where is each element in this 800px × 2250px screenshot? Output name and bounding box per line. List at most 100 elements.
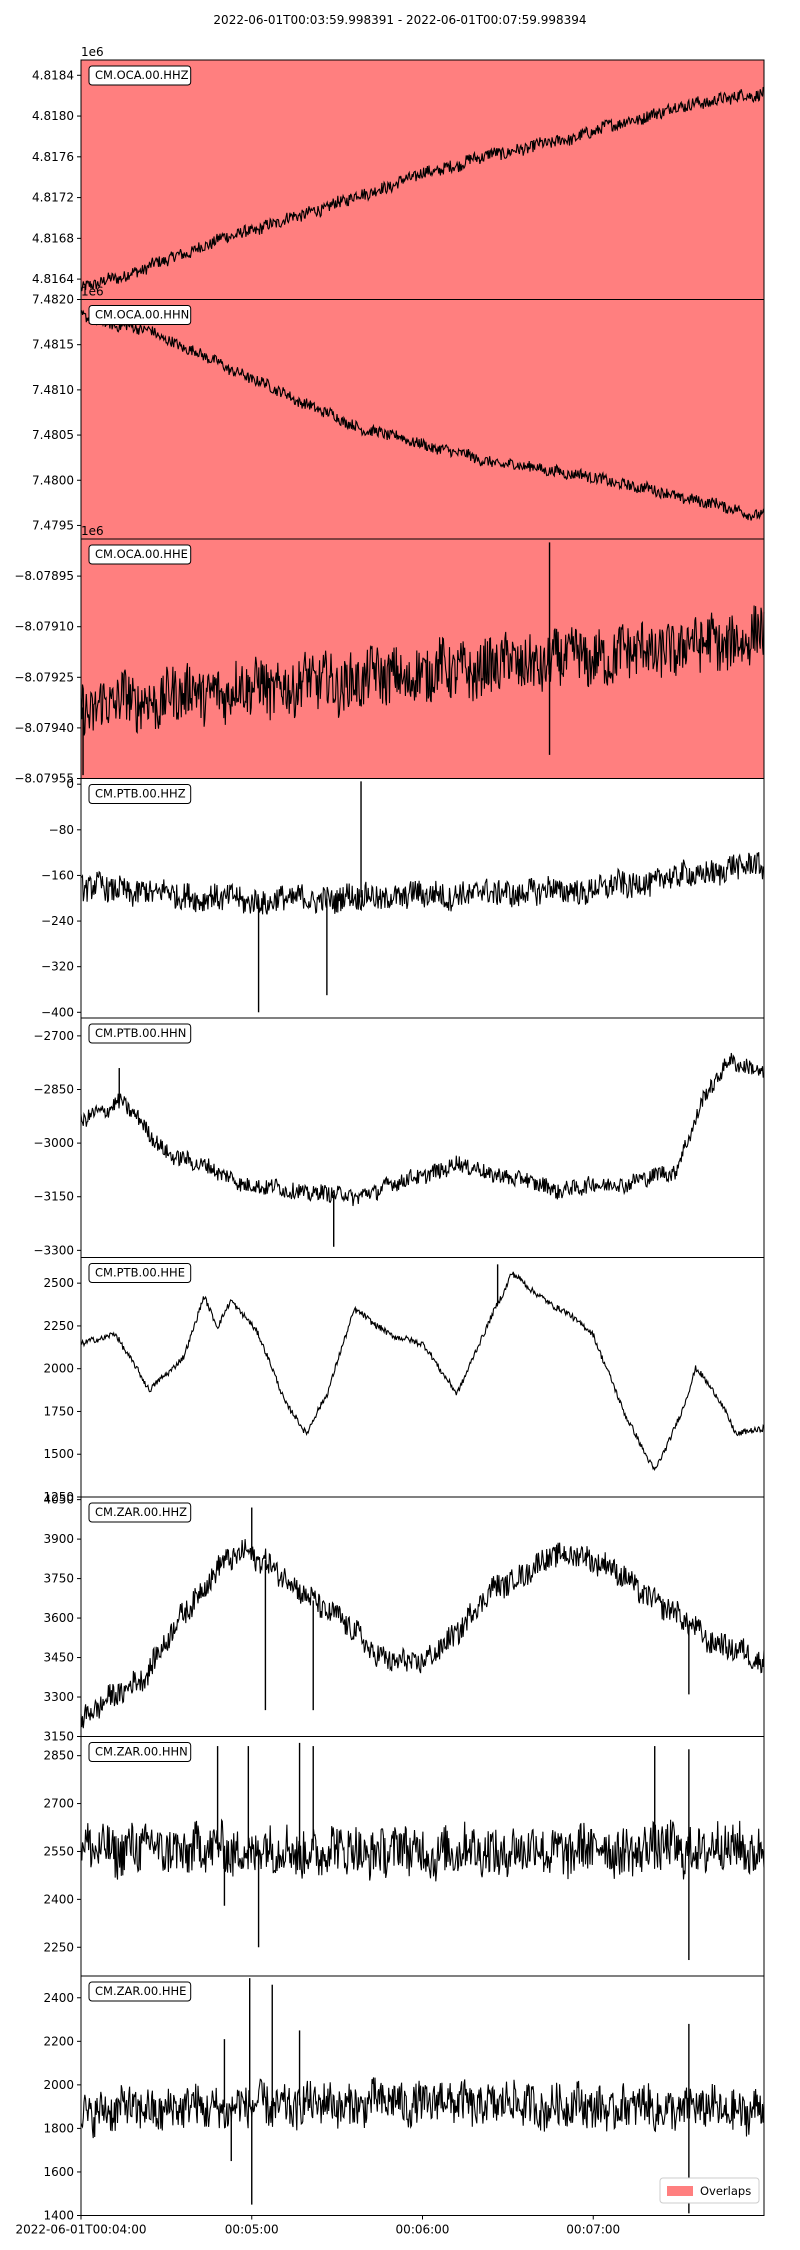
y-offset-label: 1e6 <box>81 524 104 538</box>
y-tick-label: 2250 <box>43 1319 74 1333</box>
station-label-box <box>88 1981 192 2002</box>
trace-panel: 3150 3300 3450 3600 3750 3900 4050 CM.ZAR.00.HH… <box>43 1493 765 1744</box>
y-tick-label: −8.07895 <box>14 569 74 583</box>
y-tick-label: 7.4795 <box>32 518 74 532</box>
y-tick-label: 1800 <box>43 2121 74 2135</box>
y-tick-label: −3000 <box>33 1136 74 1150</box>
trace-panel: 1400 1600 1800 2000 2200 2400 CM.ZAR.00.HHE <box>43 1975 765 2223</box>
y-tick-label: −2700 <box>33 1029 74 1043</box>
panel-frame <box>80 1017 765 1258</box>
overlap-region <box>81 60 764 300</box>
station-label-box <box>88 1742 192 1762</box>
waveform <box>80 309 765 521</box>
trace-panel: 2250 2400 2550 2700 2850 CM.ZAR.00.HHN <box>43 1736 765 1977</box>
trace-panel: 1250 1500 1750 2000 2250 2500 CM.PTB.00.HHE <box>43 1257 765 1504</box>
y-tick-label: −8.07925 <box>14 670 74 684</box>
y-tick-label: 0 <box>66 777 74 791</box>
y-tick-label: 4050 <box>43 1493 74 1507</box>
y-tick-label: 3900 <box>43 1532 74 1546</box>
station-label: CM.OCA.00.HHE <box>95 547 188 561</box>
y-tick-label: 2700 <box>43 1797 74 1811</box>
station-label: CM.OCA.00.HHZ <box>95 68 189 82</box>
trace-panel: 4.8164 4.8168 4.8172 4.8176 4.8180 4.8184 1e6 C… <box>32 45 765 300</box>
y-tick-label: −160 <box>41 868 74 882</box>
station-label: CM.PTB.00.HHE <box>95 1266 185 1280</box>
station-label: CM.PTB.00.HHZ <box>95 787 186 801</box>
waveform <box>80 605 765 736</box>
y-tick-label: 7.4805 <box>32 428 74 442</box>
trace-panel: 7.4795 7.4800 7.4805 7.4810 7.4815 7.4820 1e6 C… <box>32 285 765 540</box>
y-tick-label: −80 <box>49 823 74 837</box>
y-tick-label: 1750 <box>43 1404 74 1418</box>
y-tick-label: 3600 <box>43 1611 74 1625</box>
station-label: CM.OCA.00.HHN <box>95 308 189 322</box>
y-tick-label: 7.4800 <box>32 473 74 487</box>
legend-swatch <box>667 2186 693 2196</box>
x-tick-label: 00:05:00 <box>225 2223 279 2237</box>
y-tick-label: −8.07955 <box>14 772 74 786</box>
y-tick-label: 2850 <box>43 1749 74 1763</box>
y-tick-label: 7.4815 <box>32 338 74 352</box>
y-tick-label: 4.8172 <box>32 191 74 205</box>
station-label: CM.ZAR.00.HHE <box>95 1984 186 1998</box>
y-tick-label: 1250 <box>43 1490 74 1504</box>
station-label: CM.ZAR.00.HHZ <box>95 1505 187 1519</box>
y-tick-label: 2500 <box>43 1276 74 1290</box>
trace-panels: 4.8164 4.8168 4.8172 4.8176 4.8180 4.8184 1e6 C… <box>14 45 765 2223</box>
y-offset-label: 1e6 <box>81 45 104 59</box>
y-tick-label: 1600 <box>43 2165 74 2179</box>
trace-panel: −2700 −2850 −3000 −3150 −3300 CM.PTB.00.HHN <box>33 1017 765 1258</box>
panel-frame <box>80 1257 765 1498</box>
station-label-box <box>88 784 192 804</box>
trace-panel: 0 −80 −160 −240 −320 −400 CM.PTB.00.HHZ <box>41 777 765 1019</box>
station-label: CM.PTB.00.HHN <box>95 1026 186 1040</box>
y-tick-label: 2000 <box>43 1362 74 1376</box>
station-label-box <box>88 1023 192 1044</box>
waveform <box>80 1539 765 1729</box>
y-tick-label: −8.07940 <box>14 721 74 735</box>
station-label-box <box>88 1263 192 1283</box>
y-tick-label: −400 <box>41 1005 74 1019</box>
y-tick-label: 2000 <box>43 2078 74 2092</box>
x-tick-label: 00:06:00 <box>396 2223 450 2237</box>
x-tick-label: 00:07:00 <box>566 2223 620 2237</box>
y-tick-label: −8.07910 <box>14 620 74 634</box>
waveform <box>80 86 765 292</box>
y-tick-label: 4.8164 <box>32 272 74 286</box>
y-tick-label: 3150 <box>43 1730 74 1744</box>
y-offset-label: 1e6 <box>81 285 104 299</box>
waveform <box>80 852 765 915</box>
y-tick-label: 3450 <box>43 1651 74 1665</box>
y-tick-label: 3300 <box>43 1690 74 1704</box>
time-axis: 2022-06-01T00:04:00 00:05:00 00:06:00 00:07… <box>16 2215 620 2237</box>
x-tick-label: 2022-06-01T00:04:00 <box>16 2223 147 2237</box>
y-tick-label: 3750 <box>43 1572 74 1586</box>
station-label-box <box>88 1502 192 1523</box>
waveform <box>80 1271 765 1472</box>
y-tick-label: 1500 <box>43 1447 74 1461</box>
y-tick-label: 4.8180 <box>32 109 74 123</box>
station-label-box <box>88 305 192 325</box>
y-tick-label: −320 <box>41 960 74 974</box>
trace-panel: −8.07955 −8.07940 −8.07925 −8.07910 −8.07895… <box>14 524 765 786</box>
y-tick-label: 4.8168 <box>32 231 74 245</box>
y-tick-label: 2200 <box>43 2034 74 2048</box>
station-label-box <box>88 544 192 565</box>
y-tick-label: −240 <box>41 914 74 928</box>
y-tick-label: 2550 <box>43 1844 74 1858</box>
y-tick-label: 4.8176 <box>32 150 74 164</box>
y-tick-label: 1400 <box>43 2209 74 2223</box>
overlap-region <box>81 299 764 539</box>
legend-label: Overlaps <box>700 2184 751 2198</box>
y-tick-label: 7.4810 <box>32 383 74 397</box>
figure-title: 2022-06-01T00:03:59.998391 - 2022-06-01T… <box>213 13 586 27</box>
waveform <box>80 2077 765 2139</box>
legend-box <box>659 2177 760 2204</box>
waveform <box>80 1052 765 1207</box>
y-tick-label: 2400 <box>43 1991 74 2005</box>
y-tick-label: −2850 <box>33 1082 74 1096</box>
legend: Overlaps <box>659 2177 760 2204</box>
y-tick-label: 7.4820 <box>32 293 74 307</box>
y-tick-label: 4.8184 <box>32 68 74 82</box>
y-tick-label: 2400 <box>43 1892 74 1906</box>
